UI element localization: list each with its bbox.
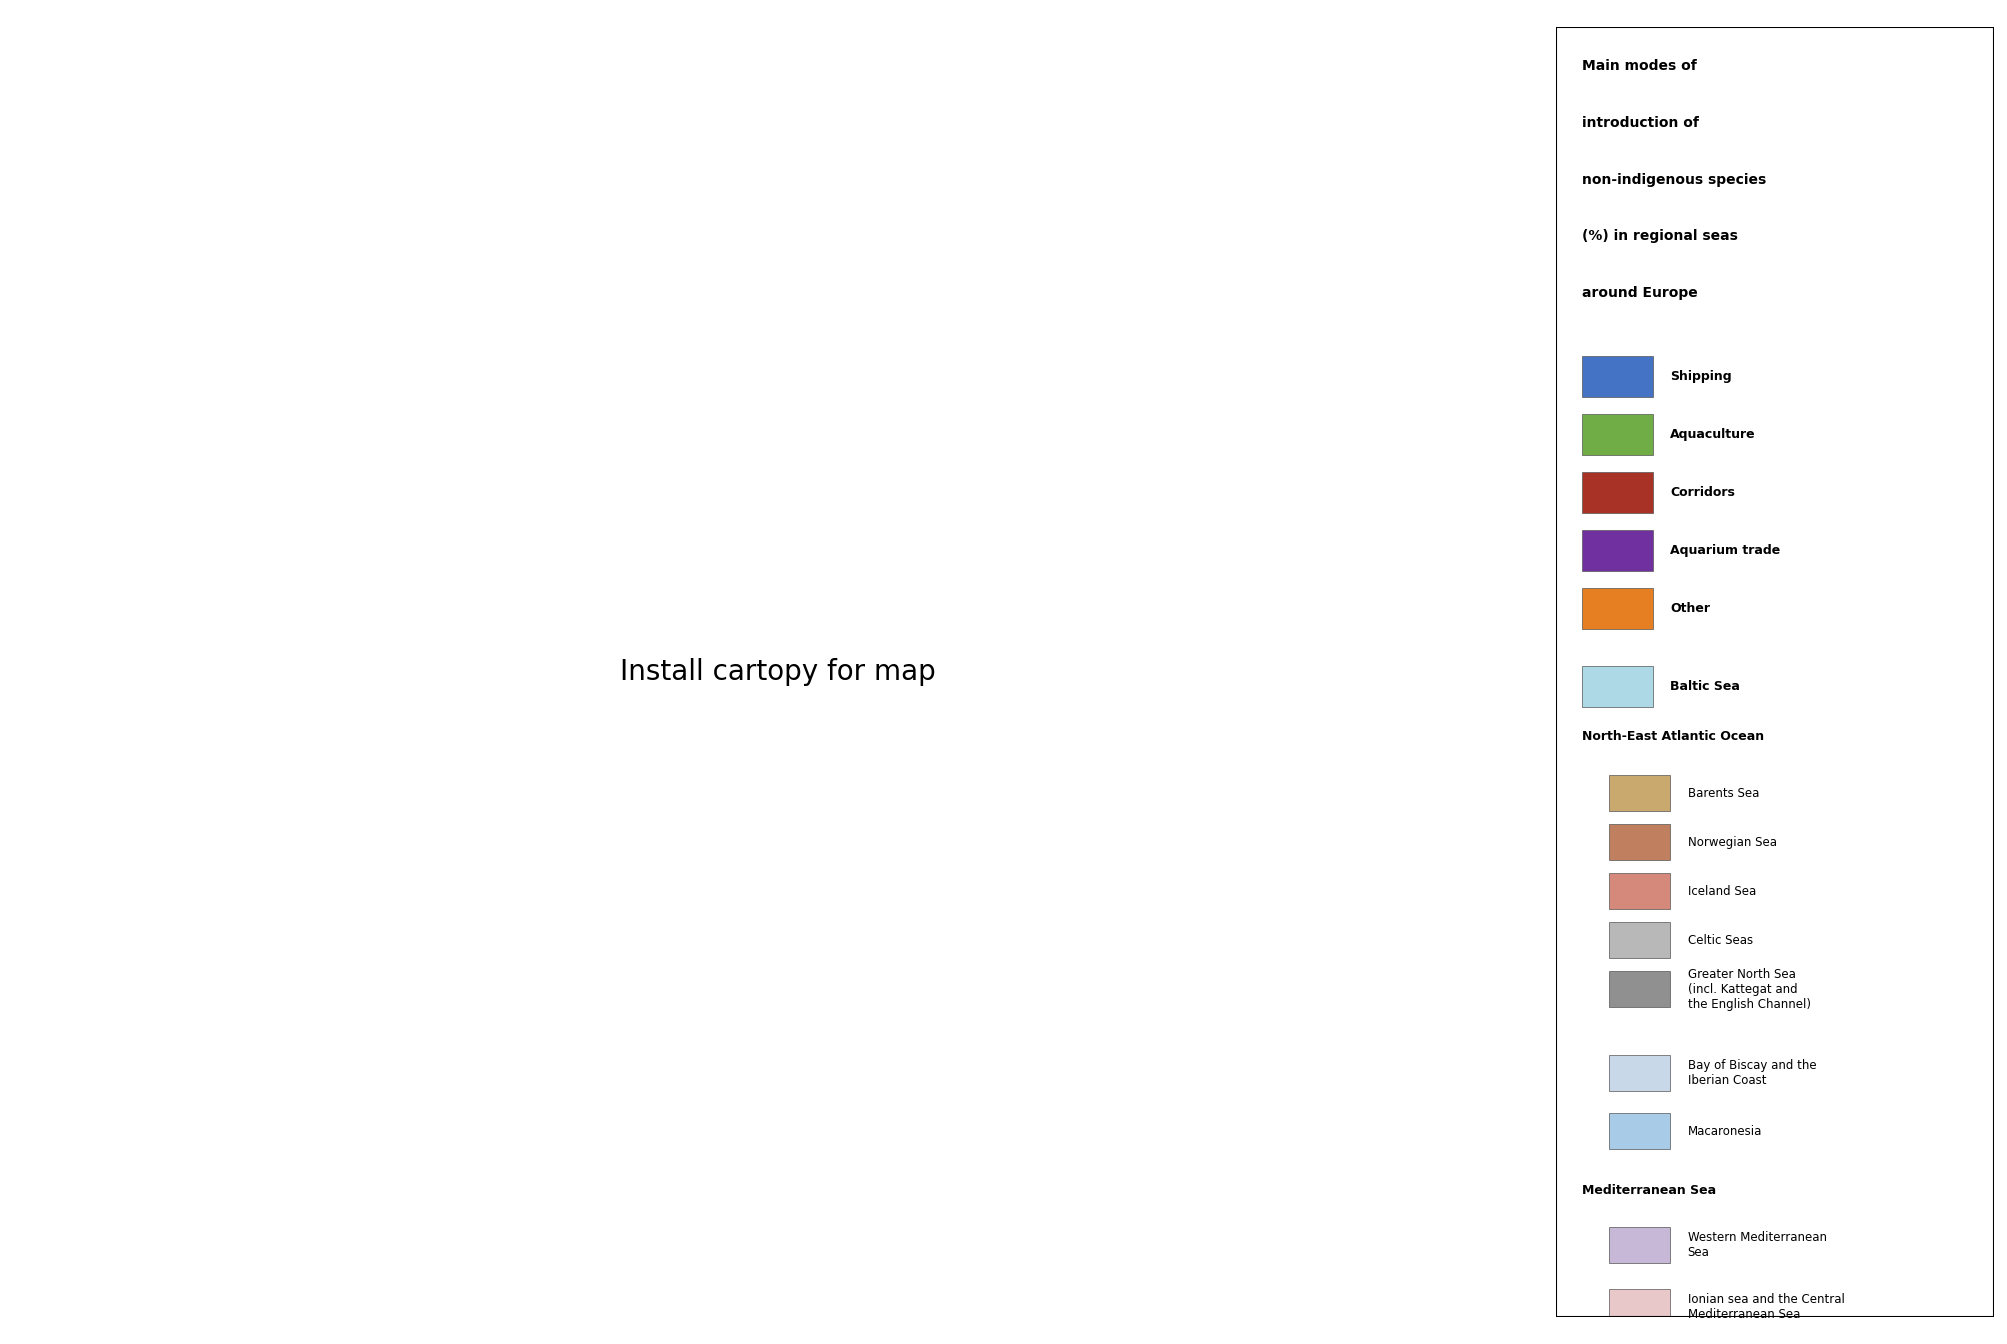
Text: Shipping: Shipping [1670, 370, 1730, 383]
Text: Celtic Seas: Celtic Seas [1686, 934, 1752, 948]
Text: Greater North Sea
(incl. Kattegat and
the English Channel): Greater North Sea (incl. Kattegat and th… [1686, 968, 1810, 1011]
Text: Bay of Biscay and the
Iberian Coast: Bay of Biscay and the Iberian Coast [1686, 1059, 1814, 1087]
Text: Aquaculture: Aquaculture [1670, 429, 1754, 441]
Text: North-East Atlantic Ocean: North-East Atlantic Ocean [1582, 730, 1764, 743]
Text: Aquarium trade: Aquarium trade [1670, 544, 1780, 558]
Text: around Europe: around Europe [1582, 286, 1698, 300]
Bar [1608, 972, 1670, 1008]
Text: Iceland Sea: Iceland Sea [1686, 884, 1754, 898]
Text: Other: Other [1670, 602, 1710, 616]
Bar [1608, 1227, 1670, 1263]
Bar [1608, 1289, 1670, 1325]
Bar [1608, 874, 1670, 910]
Bar [1608, 922, 1670, 958]
Bar [1582, 589, 1652, 629]
Text: Barents Sea: Barents Sea [1686, 786, 1758, 800]
Text: Main modes of: Main modes of [1582, 59, 1696, 73]
Text: Macaronesia: Macaronesia [1686, 1125, 1760, 1138]
Text: (%) in regional seas: (%) in regional seas [1582, 230, 1738, 243]
Text: Mediterranean Sea: Mediterranean Sea [1582, 1184, 1716, 1198]
Bar [1582, 414, 1652, 456]
Text: Corridors: Corridors [1670, 487, 1734, 499]
Text: non-indigenous species: non-indigenous species [1582, 172, 1766, 187]
Bar [1582, 472, 1652, 513]
Bar [1608, 1113, 1670, 1149]
Bar [1608, 1055, 1670, 1091]
Bar [1608, 775, 1670, 812]
Bar [1582, 356, 1652, 398]
Bar [1582, 530, 1652, 571]
Text: Western Mediterranean
Sea: Western Mediterranean Sea [1686, 1231, 1826, 1259]
Bar [1582, 665, 1652, 707]
Text: Baltic Sea: Baltic Sea [1670, 680, 1738, 692]
Text: Install cartopy for map: Install cartopy for map [620, 659, 935, 685]
Text: introduction of: introduction of [1582, 116, 1698, 130]
Text: Norwegian Sea: Norwegian Sea [1686, 836, 1776, 849]
Bar [1608, 824, 1670, 860]
Text: Ionian sea and the Central
Mediterranean Sea: Ionian sea and the Central Mediterranean… [1686, 1293, 1844, 1321]
